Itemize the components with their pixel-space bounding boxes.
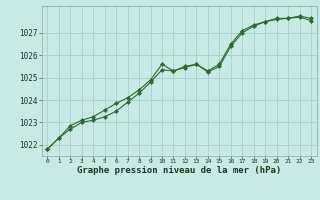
X-axis label: Graphe pression niveau de la mer (hPa): Graphe pression niveau de la mer (hPa) [77,166,281,175]
